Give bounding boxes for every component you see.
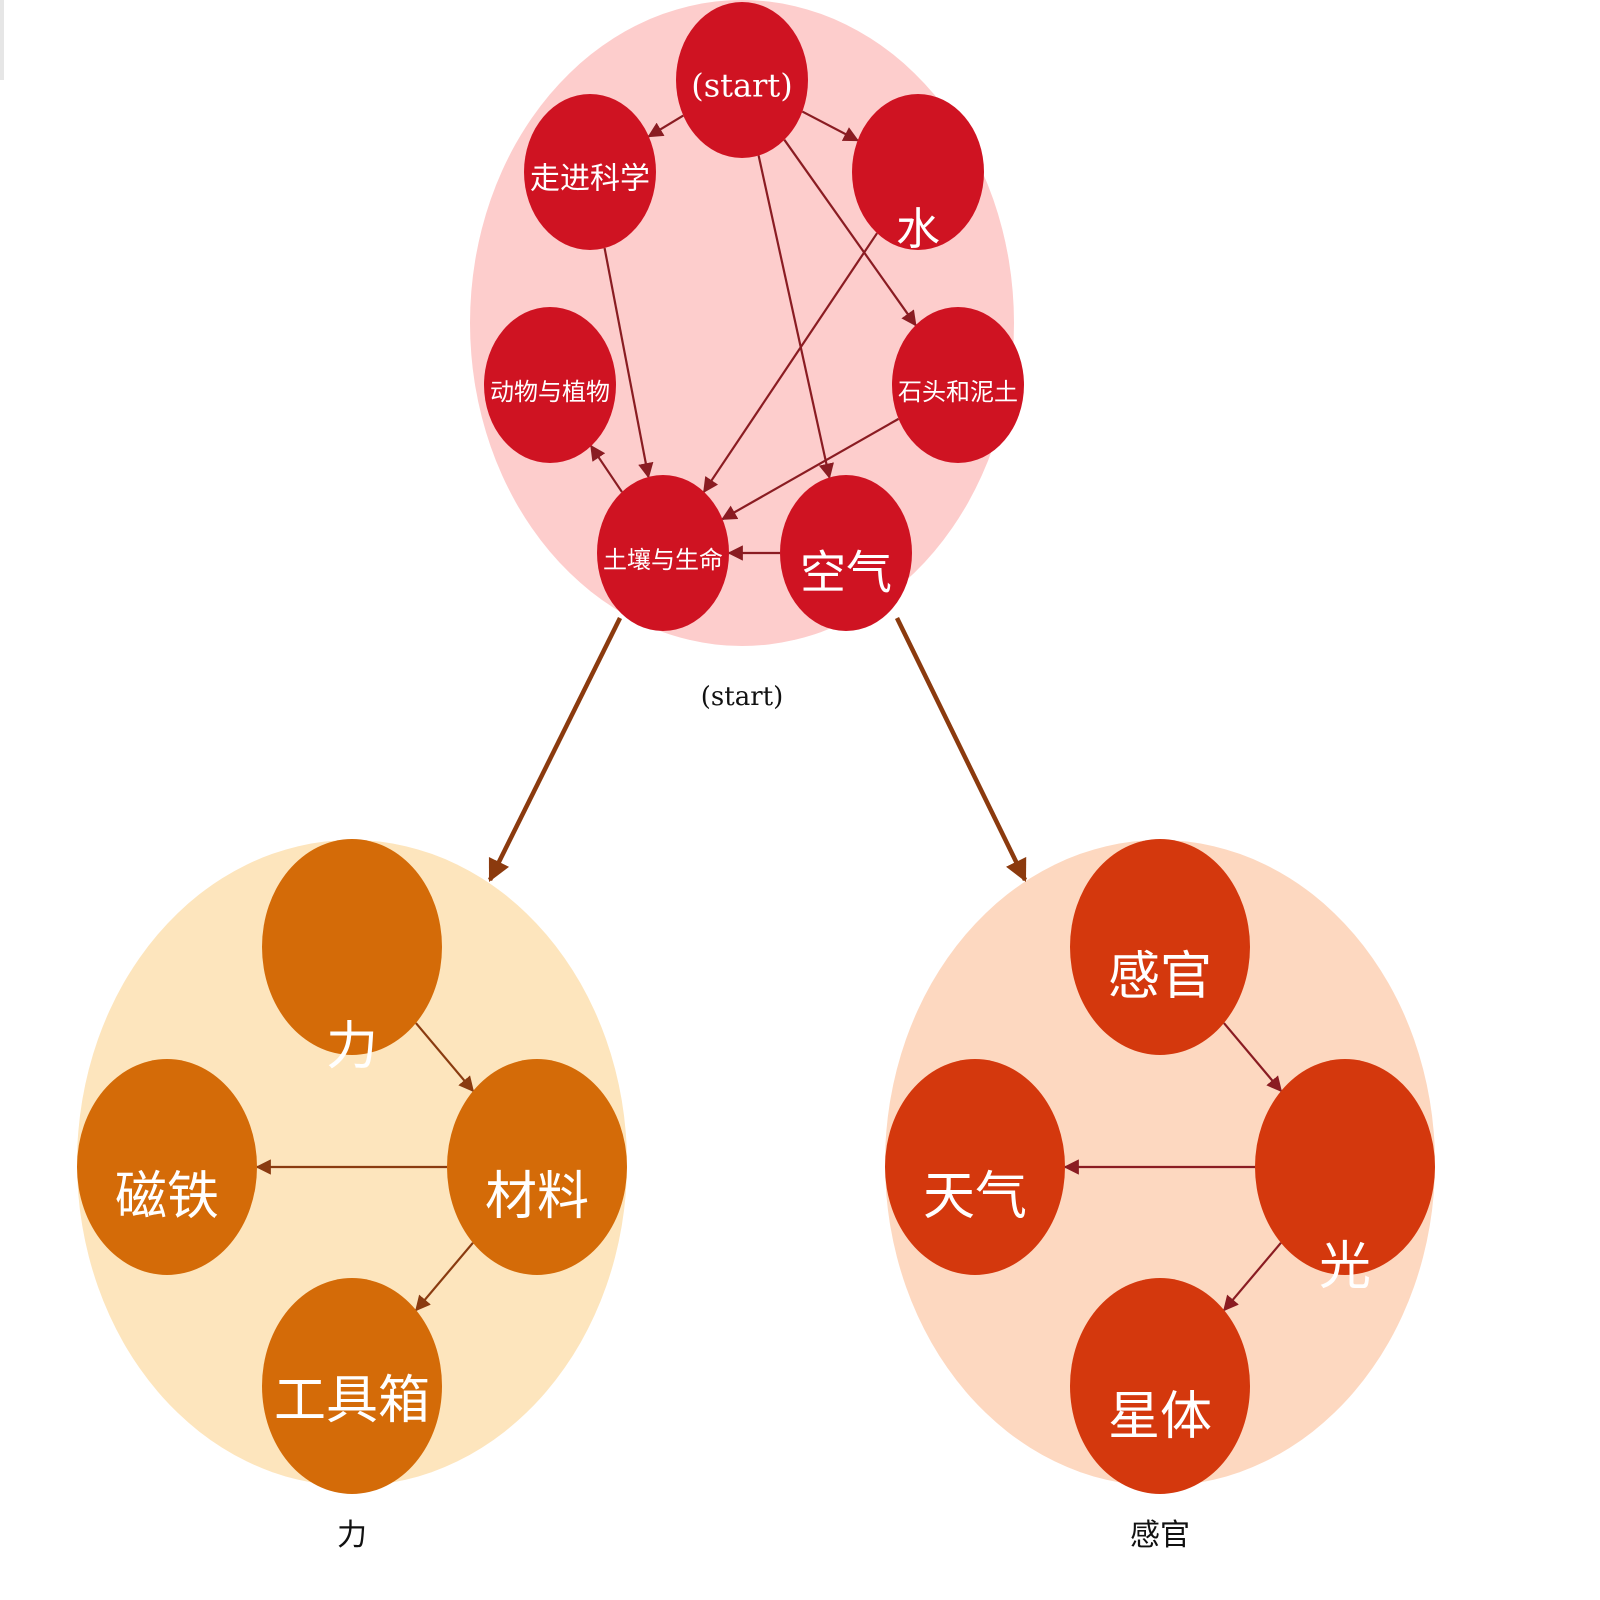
- node-xt-shape[interactable]: [1070, 1278, 1250, 1494]
- node-trsm[interactable]: 土壤与生命: [597, 475, 729, 631]
- node-zjkx-shape[interactable]: [524, 94, 656, 250]
- node-xt[interactable]: 星体: [1070, 1278, 1250, 1494]
- node-li[interactable]: 力: [262, 839, 442, 1077]
- cluster-start-caption: (start): [701, 682, 783, 712]
- node-stnt[interactable]: 石头和泥土: [892, 307, 1024, 463]
- window-edge: [0, 0, 4, 80]
- node-ct-label: 磁铁: [115, 1167, 219, 1227]
- cluster-li-caption: 力: [337, 1518, 367, 1553]
- node-stnt-shape[interactable]: [892, 307, 1024, 463]
- node-stnt-label: 石头和泥土: [898, 378, 1018, 406]
- edge-li-to-cl: [415, 1022, 475, 1093]
- node-dwzw-label: 动物与植物: [490, 378, 610, 406]
- node-shui[interactable]: 水: [852, 94, 984, 255]
- node-zjkx[interactable]: 走进科学: [524, 94, 656, 250]
- node-shui-shape[interactable]: [852, 94, 984, 250]
- node-xt-label: 星体: [1108, 1387, 1212, 1447]
- cluster-edge-start-to-gg: [894, 617, 1028, 883]
- node-zjkx-label: 走进科学: [530, 162, 650, 197]
- node-gg-shape[interactable]: [1070, 839, 1250, 1055]
- edge-stnt-to-trsm: [721, 417, 900, 521]
- node-start-shape[interactable]: [676, 2, 808, 158]
- edge-guang-to-xt: [1223, 1242, 1282, 1312]
- node-gjx-label: 工具箱: [274, 1371, 430, 1431]
- node-gjx[interactable]: 工具箱: [262, 1278, 442, 1494]
- node-tq-label: 天气: [923, 1167, 1027, 1227]
- node-tq[interactable]: 天气: [885, 1059, 1065, 1275]
- edge-start-to-zjkx: [647, 114, 684, 138]
- edge-start-to-kq: [757, 155, 834, 480]
- node-cl[interactable]: 材料: [447, 1059, 627, 1275]
- node-shui-label: 水: [896, 204, 940, 255]
- edge-cl-to-gjx: [415, 1242, 474, 1312]
- node-gg-label: 感官: [1108, 947, 1212, 1007]
- node-trsm-shape[interactable]: [597, 475, 729, 631]
- edge-trsm-to-dwzw: [590, 444, 623, 493]
- node-tq-shape[interactable]: [885, 1059, 1065, 1275]
- node-dwzw[interactable]: 动物与植物: [484, 307, 616, 463]
- node-li-label: 力: [326, 1017, 378, 1077]
- node-trsm-label: 土壤与生命: [603, 546, 723, 574]
- node-gg[interactable]: 感官: [1070, 839, 1250, 1055]
- edge-start-to-stnt: [783, 139, 917, 327]
- edge-shui-to-trsm: [703, 232, 878, 494]
- node-kq-label: 空气: [800, 546, 892, 600]
- node-gjx-shape[interactable]: [262, 1278, 442, 1494]
- node-ct-shape[interactable]: [77, 1059, 257, 1275]
- node-guang-label: 光: [1319, 1237, 1371, 1297]
- cluster-li-background: [77, 840, 627, 1486]
- edge-start-to-shui: [801, 110, 860, 142]
- node-guang-shape[interactable]: [1255, 1059, 1435, 1275]
- node-guang[interactable]: 光: [1255, 1059, 1435, 1297]
- node-start[interactable]: (start): [676, 2, 808, 158]
- edge-gg-to-guang: [1223, 1022, 1283, 1093]
- node-start-label: (start): [691, 67, 792, 105]
- node-cl-label: 材料: [485, 1167, 589, 1227]
- node-dwzw-shape[interactable]: [484, 307, 616, 463]
- cluster-gg-background: [885, 840, 1435, 1486]
- node-li-shape[interactable]: [262, 839, 442, 1055]
- node-kq[interactable]: 空气: [780, 475, 912, 631]
- node-kq-shape[interactable]: [780, 475, 912, 631]
- edge-zjkx-to-trsm: [603, 247, 654, 479]
- node-ct[interactable]: 磁铁: [77, 1059, 257, 1275]
- cluster-gg-caption: 感官: [1130, 1518, 1190, 1553]
- cluster-edge-start-to-li: [487, 616, 623, 883]
- node-cl-shape[interactable]: [447, 1059, 627, 1275]
